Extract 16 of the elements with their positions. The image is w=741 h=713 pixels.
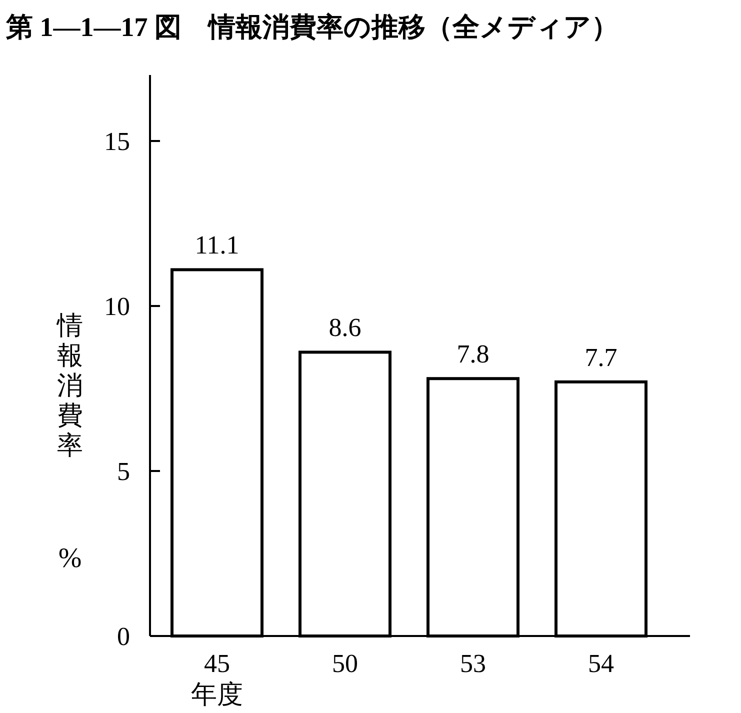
y-axis-title: 情報消費率: [56, 311, 83, 460]
chart-title: 第 1—1—17 図 情報消費率の推移（全メディア）: [5, 12, 618, 42]
data-label: 8.6: [328, 313, 362, 342]
y-tick-label: 5: [117, 457, 130, 486]
x-tick-label: 54: [588, 649, 614, 678]
x-tick-label: 53: [460, 649, 486, 678]
x-axis-title: 年度: [191, 680, 243, 709]
x-tick-label: 45: [204, 649, 230, 678]
y-tick-label: 0: [117, 622, 130, 651]
x-tick-label: 50: [332, 649, 358, 678]
data-label: 11.1: [194, 230, 240, 260]
text: %: [58, 543, 82, 574]
data-label: 7.7: [584, 342, 618, 372]
y-tick-label: 15: [104, 127, 130, 156]
y-tick-label: 10: [104, 292, 130, 321]
data-label: 7.8: [456, 340, 490, 369]
